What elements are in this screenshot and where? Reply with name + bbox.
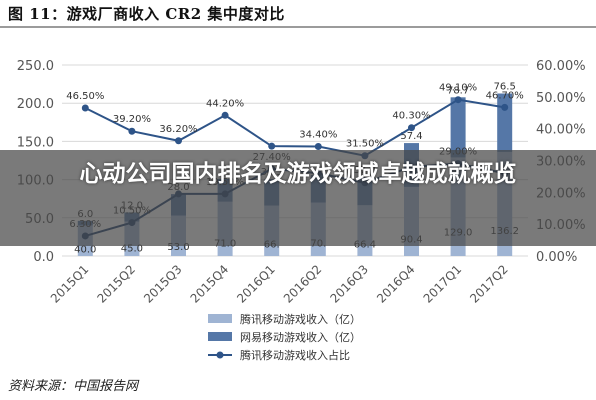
share-point [408, 124, 415, 132]
share-point [454, 96, 462, 104]
share-point [221, 111, 229, 119]
share-point [81, 104, 89, 112]
category-label: 2016Q3 [327, 262, 371, 306]
category-label: 2017Q1 [421, 262, 465, 306]
tencent-bar-value: 53.0 [167, 242, 189, 253]
category-label: 2016Q1 [234, 262, 278, 306]
netease-bar-value: 78.7 [447, 85, 469, 96]
headline-text: 心动公司国内排名及游戏领域卓越成就概览 [79, 161, 517, 187]
share-label: 46.70% [486, 90, 524, 101]
netease-revenue-bar [497, 93, 513, 152]
share-point [501, 103, 509, 111]
category-label: 2015Q1 [48, 262, 92, 306]
figure-title: 图 11：游戏厂商收入 CR2 集中度对比 [8, 5, 285, 23]
legend-label-netease: 网易移动游戏收入（亿） [240, 330, 361, 344]
netease-bar-value: 57.4 [400, 131, 422, 142]
legend-swatch-tencent [208, 314, 232, 323]
left-tick-label: 250.0 [17, 59, 54, 74]
share-line [84, 98, 505, 157]
category-label: 2015Q3 [141, 262, 185, 306]
share-label: 49.10% [439, 83, 477, 94]
category-label: 2015Q2 [94, 262, 138, 306]
share-label: 39.20% [113, 114, 151, 125]
share-point [128, 127, 136, 135]
left-tick-label: 150.0 [17, 135, 54, 150]
left-tick-label: 200.0 [17, 97, 54, 112]
share-label: 31.50% [346, 139, 384, 150]
share-label: 40.30% [392, 111, 430, 122]
legend-label-share: 腾讯移动游戏收入占比 [240, 348, 350, 362]
tencent-bar-value: 45.0 [121, 243, 143, 254]
right-tick-label: 60.00% [536, 59, 586, 74]
category-label: 2016Q2 [281, 262, 325, 306]
category-label: 2015Q4 [188, 262, 232, 306]
source-note: 资料来源：中国报告网 [8, 379, 139, 394]
right-tick-label: 50.00% [536, 91, 586, 106]
tencent-bar-value: 40.0 [74, 244, 96, 255]
legend-swatch-netease [208, 332, 232, 341]
legend-label-tencent: 腾讯移动游戏收入（亿） [240, 312, 361, 326]
share-point [314, 142, 322, 150]
right-tick-label: 0.00% [536, 250, 577, 265]
netease-bar-value: 76.5 [494, 81, 516, 92]
title-divider [0, 26, 596, 28]
right-tick-label: 40.00% [536, 123, 586, 138]
headline-banner [0, 150, 596, 246]
category-label: 2016Q4 [374, 262, 418, 306]
share-label: 44.20% [206, 98, 244, 109]
category-label: 2017Q2 [467, 262, 511, 306]
left-tick-label: 0.0 [33, 250, 54, 265]
share-point [268, 142, 276, 150]
share-label: 36.20% [159, 124, 197, 135]
share-point [175, 137, 182, 145]
netease-revenue-bar [450, 97, 466, 158]
share-label: 34.40% [299, 129, 337, 140]
legend-swatch-share-marker [216, 351, 224, 359]
share-label: 46.50% [66, 91, 104, 102]
